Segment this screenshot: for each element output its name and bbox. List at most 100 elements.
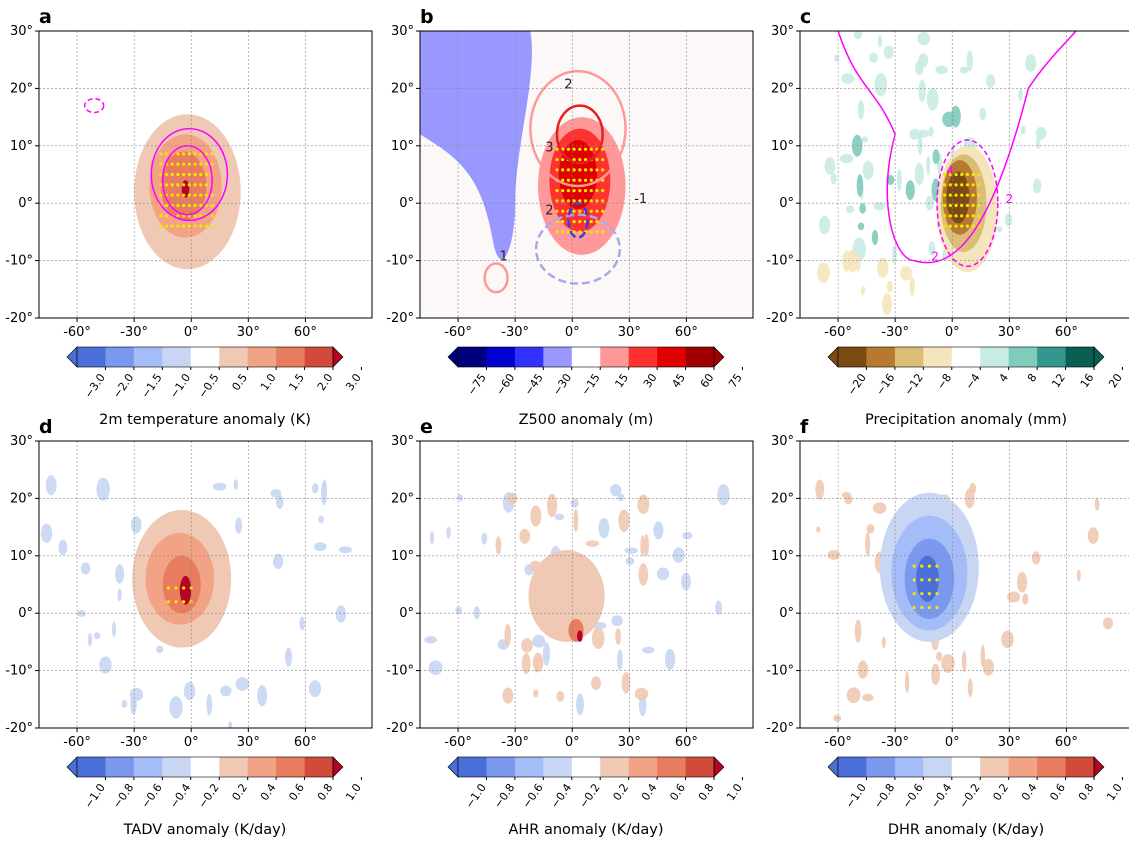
- anomaly-contour: [76, 610, 86, 617]
- y-tick-label: -20°: [766, 721, 794, 736]
- significance-dot: [912, 592, 916, 596]
- significance-dot: [920, 564, 924, 568]
- significance-dot: [199, 172, 203, 177]
- anomaly-contour: [45, 474, 57, 496]
- significance-dot: [572, 209, 576, 213]
- contour-label: 3: [545, 141, 553, 156]
- colorbar-extend-min: [827, 756, 839, 778]
- panel-e: -60° -30° 0° 30° 60° 30° 20° 10° 0° -10° -20° e −1.0…: [386, 416, 754, 838]
- precip-contour: [914, 162, 925, 186]
- colorbar-tick-label: −1.0: [82, 781, 108, 810]
- precip-contour: [916, 129, 930, 138]
- colorbar-segment: [514, 757, 544, 777]
- anomaly-contour: [936, 651, 943, 662]
- panel-letter: a: [39, 6, 52, 28]
- colorbar-segment: [894, 347, 924, 367]
- anomaly-contour: [429, 531, 435, 545]
- significance-dot: [578, 209, 582, 213]
- plot-frame: [419, 30, 754, 319]
- significance-dot: [935, 592, 939, 596]
- precip-contour: [857, 222, 865, 231]
- colorbar-tick-label: 0.4: [1019, 781, 1040, 803]
- colorbar-tick-label: −8: [934, 371, 954, 392]
- significance-dot: [182, 586, 186, 590]
- precip-contour: [839, 153, 854, 164]
- colorbar-tick-label: 75: [726, 371, 745, 390]
- colorbar-tick-label: −1.0: [843, 781, 869, 810]
- significance-dot: [176, 224, 180, 228]
- significance-dot: [572, 230, 576, 234]
- anomaly-contour: [115, 564, 125, 584]
- significance-dot: [943, 214, 947, 218]
- y-tick-label: 20°: [771, 491, 794, 506]
- significance-dot: [965, 203, 970, 208]
- significance-dot: [601, 157, 605, 162]
- colorbar-tick-label: −0.2: [196, 781, 222, 810]
- precip-contour: [909, 276, 915, 297]
- y-tick-label: 20°: [10, 491, 33, 506]
- colorbar-segment: [923, 757, 953, 777]
- significance-dot: [589, 168, 593, 172]
- significance-dot: [927, 605, 931, 610]
- significance-dot: [578, 230, 582, 234]
- significance-dot: [960, 183, 964, 187]
- colorbar-frame: [76, 346, 334, 368]
- significance-dot: [912, 564, 916, 568]
- precip-contour: [1024, 54, 1037, 72]
- colorbar-segment: [458, 347, 487, 367]
- anomaly-contour: [1017, 571, 1028, 593]
- anomaly-contour: [206, 693, 213, 716]
- colorbar-tick-label: −2.0: [110, 371, 136, 400]
- y-tick-label: -10°: [5, 254, 33, 269]
- significance-dot: [572, 168, 576, 172]
- significance-dot: [176, 214, 180, 218]
- significance-dot: [578, 199, 582, 203]
- overlay-contour: [936, 139, 999, 268]
- significance-dot: [187, 193, 191, 197]
- significance-dot: [193, 203, 197, 208]
- significance-dot: [204, 172, 209, 177]
- colorbar-tick-label: −75: [465, 371, 489, 397]
- colorbar-segment: [657, 347, 686, 367]
- significance-dot: [977, 172, 981, 177]
- colorbar-segment: [838, 757, 867, 777]
- colorbar-tick-label: 0.8: [315, 781, 336, 803]
- colorbar-segment: [1037, 347, 1066, 367]
- significance-dot: [561, 168, 565, 172]
- significance-dot: [601, 230, 605, 234]
- anomaly-contour: [481, 532, 488, 545]
- colorbar-label: DHR anomaly (K/day): [888, 822, 1044, 838]
- colorbar-tick-label: −0.6: [900, 781, 926, 810]
- anomaly-contour: [320, 481, 327, 506]
- significance-dot: [187, 162, 191, 166]
- panel-letter: f: [800, 416, 809, 438]
- significance-dot: [204, 152, 209, 156]
- anomaly-contour: [519, 528, 531, 544]
- anomaly-contour: [314, 542, 327, 552]
- precip-contour: [856, 174, 864, 197]
- colorbar-frame: [457, 756, 715, 778]
- y-tick-label: -20°: [766, 311, 794, 326]
- significance-dot: [601, 188, 605, 193]
- anomaly-contour: [833, 714, 842, 722]
- significance-dot: [971, 203, 975, 208]
- field-layer: 224: [817, 31, 1077, 316]
- precip-contour: [1032, 178, 1042, 194]
- significance-dot: [965, 214, 970, 218]
- anomaly-contour: [40, 523, 53, 543]
- precip-contour: [862, 160, 874, 180]
- colorbar-tick-label: −4: [963, 371, 983, 392]
- x-tick-label: -60°: [824, 325, 852, 340]
- anomaly-contour: [638, 563, 649, 586]
- anomaly-contour: [318, 515, 324, 524]
- anomaly-contour: [96, 477, 110, 501]
- x-tick-label: 0°: [945, 325, 960, 340]
- significance-dot: [164, 183, 169, 187]
- colorbar-extend-min: [827, 346, 839, 368]
- x-tick-label: 60°: [294, 325, 317, 340]
- overlay-contour: [555, 104, 604, 165]
- anomaly-contour: [542, 641, 550, 666]
- colorbar-extend-min: [66, 756, 78, 778]
- contour-label: 4: [947, 164, 955, 178]
- x-tick-label: -60°: [63, 325, 91, 340]
